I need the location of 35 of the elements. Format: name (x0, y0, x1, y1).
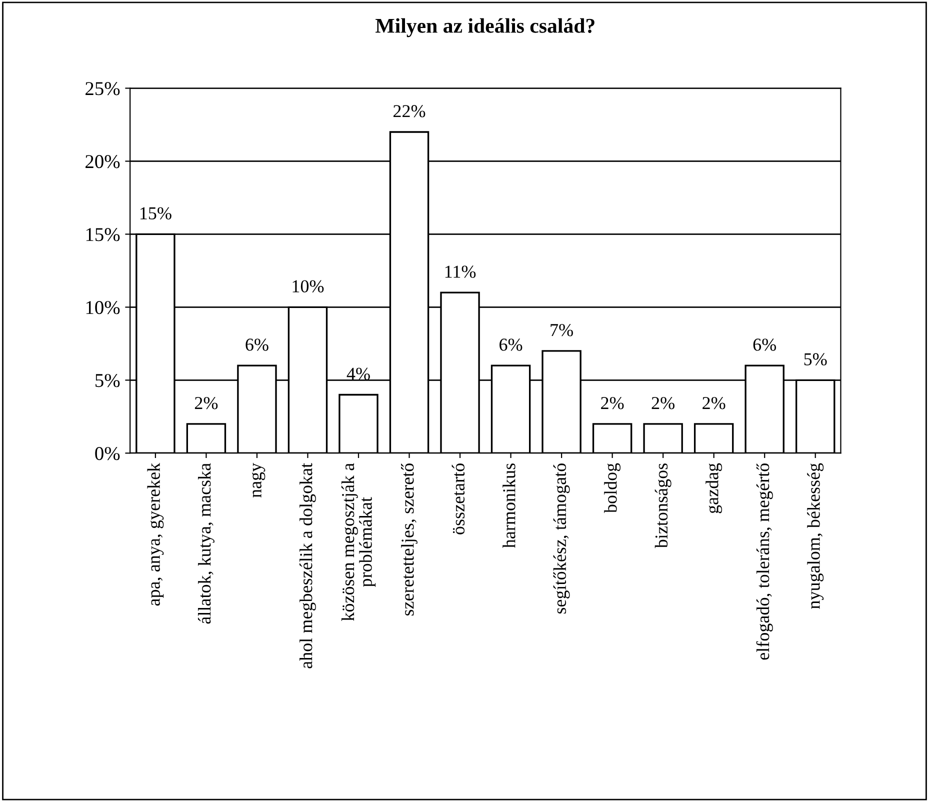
x-tick-label: közösen megosztják a problémákat (341, 463, 376, 621)
x-tick-label: gazdag (706, 463, 722, 514)
data-label: 4% (346, 368, 370, 380)
y-tick-label: 5% (96, 374, 120, 388)
y-tick-label: 10% (86, 300, 120, 314)
x-tick-label: nagy (252, 462, 266, 498)
data-label: 6% (500, 338, 522, 351)
x-tick-label: nyugalom, békesség (807, 463, 824, 609)
x-tick-label: apa, anya, gyerekek (147, 462, 164, 606)
x-tick-label: ahol megbeszélik a dolgokat (300, 462, 316, 668)
x-tick-label: állatok, kutya, macska (198, 463, 214, 624)
data-label: 2% (194, 396, 218, 410)
x-tick-label: elfogadó, toleráns, megértő (756, 464, 773, 660)
data-label: 7% (550, 324, 573, 336)
data-label: 6% (246, 338, 268, 351)
x-tick-label: összetartó (452, 464, 465, 534)
data-label: 2% (652, 396, 674, 410)
data-label: 2% (601, 396, 624, 410)
data-label: 5% (804, 353, 827, 366)
y-tick-label: 0% (95, 446, 120, 460)
x-tick-label: harmonikus (502, 464, 516, 548)
chart-title: Milyen az ideális család? (376, 18, 594, 38)
data-label: 10% (292, 280, 324, 292)
x-tick-label: boldog (604, 463, 621, 514)
x-tick-label: biztonságos (654, 464, 672, 548)
data-label: 11% (445, 266, 476, 278)
data-label: 22% (394, 105, 426, 118)
y-tick-label: 20% (86, 155, 120, 168)
x-tick-label: szeretetteljes, szerető (401, 464, 418, 616)
y-tick-label: 25% (86, 82, 120, 96)
data-label: 6% (753, 338, 776, 351)
y-tick-label: 15% (86, 228, 120, 242)
data-label: 15% (140, 207, 172, 220)
x-tick-label: segítőkész, támogató (553, 464, 570, 614)
data-label: 2% (702, 396, 726, 410)
